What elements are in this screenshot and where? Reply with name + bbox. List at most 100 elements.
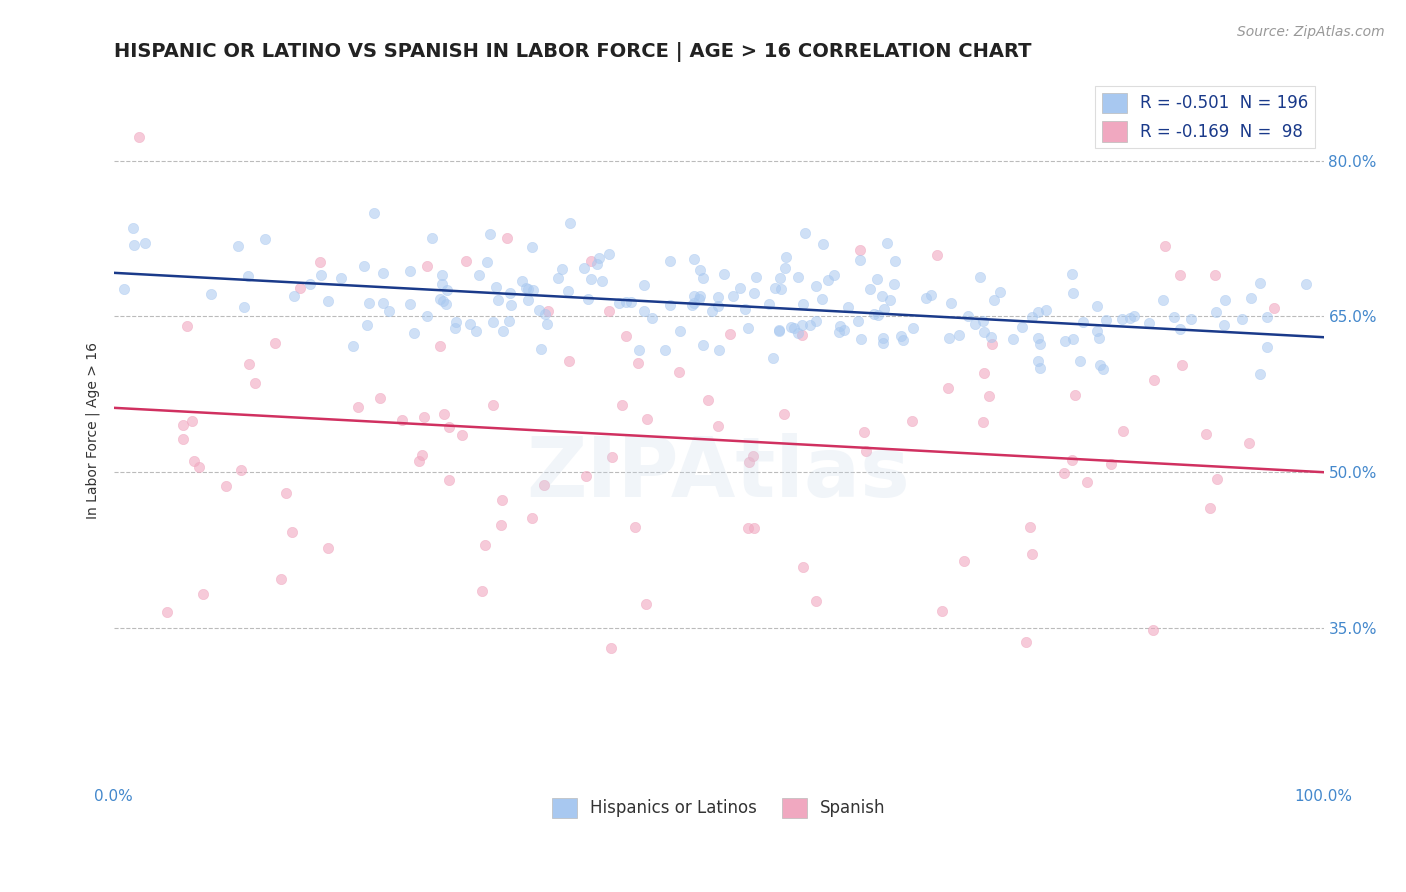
Point (575, 469, 598, 483)
Point (1237, 436, 1260, 450)
Point (598, 304, 620, 318)
Point (1180, 311, 1202, 326)
Point (721, 289, 744, 303)
Point (688, 292, 710, 306)
Point (939, 295, 962, 310)
Point (832, 323, 855, 337)
Point (745, 270, 768, 285)
Point (1249, 276, 1271, 290)
Point (183, 453, 205, 467)
Point (866, 272, 889, 286)
Point (572, 261, 595, 276)
Point (737, 521, 759, 535)
Point (591, 274, 613, 288)
Point (254, 232, 277, 246)
Point (787, 270, 810, 285)
Point (586, 257, 609, 271)
Point (1021, 547, 1043, 561)
Point (683, 296, 706, 310)
Point (1154, 239, 1177, 253)
Point (627, 356, 650, 370)
Point (172, 432, 194, 446)
Point (737, 320, 759, 334)
Point (468, 268, 491, 283)
Point (956, 309, 979, 323)
Point (720, 326, 742, 341)
Point (846, 313, 869, 327)
Point (485, 280, 508, 294)
Point (515, 281, 537, 295)
Point (768, 324, 790, 338)
Point (558, 354, 581, 368)
Point (263, 336, 285, 351)
Point (641, 310, 664, 325)
Point (1213, 293, 1236, 307)
Point (465, 324, 488, 338)
Point (792, 327, 814, 342)
Point (156, 605, 179, 619)
Text: ZIPAtlas: ZIPAtlas (527, 433, 911, 514)
Point (533, 478, 555, 492)
Point (1205, 472, 1227, 486)
Point (1204, 268, 1226, 282)
Point (783, 320, 806, 334)
Point (520, 511, 543, 525)
Point (1256, 340, 1278, 354)
Point (1240, 291, 1263, 305)
Point (281, 525, 304, 540)
Point (112, 282, 135, 296)
Point (901, 414, 924, 428)
Point (1256, 310, 1278, 324)
Point (1205, 304, 1227, 318)
Point (837, 300, 859, 314)
Point (636, 412, 658, 426)
Point (817, 273, 839, 287)
Point (1088, 358, 1111, 372)
Point (1143, 373, 1166, 387)
Point (883, 277, 905, 291)
Point (491, 492, 513, 507)
Point (290, 281, 312, 295)
Point (773, 261, 796, 276)
Point (474, 538, 496, 552)
Point (479, 227, 502, 242)
Point (236, 269, 259, 284)
Point (1095, 313, 1118, 327)
Point (770, 282, 793, 296)
Point (316, 541, 339, 555)
Point (806, 593, 828, 607)
Point (855, 444, 877, 458)
Point (316, 293, 339, 308)
Point (872, 335, 894, 350)
Point (557, 285, 579, 299)
Point (200, 287, 222, 301)
Point (444, 321, 467, 335)
Point (510, 274, 533, 288)
Point (659, 254, 682, 268)
Point (741, 449, 763, 463)
Point (1069, 354, 1091, 368)
Point (498, 286, 520, 301)
Point (373, 267, 395, 281)
Point (734, 302, 756, 317)
Point (537, 303, 560, 318)
Point (1249, 367, 1271, 381)
Point (689, 263, 711, 277)
Point (356, 318, 378, 332)
Point (859, 282, 882, 296)
Point (1021, 310, 1043, 325)
Point (391, 413, 413, 427)
Point (931, 604, 953, 618)
Point (620, 295, 643, 310)
Point (692, 338, 714, 352)
Point (1111, 311, 1133, 326)
Point (1163, 310, 1185, 325)
Point (436, 297, 458, 311)
Point (1054, 334, 1077, 349)
Point (1035, 302, 1057, 317)
Point (1123, 309, 1146, 323)
Point (1119, 310, 1142, 325)
Point (607, 295, 630, 310)
Point (936, 380, 959, 394)
Point (1142, 623, 1164, 637)
